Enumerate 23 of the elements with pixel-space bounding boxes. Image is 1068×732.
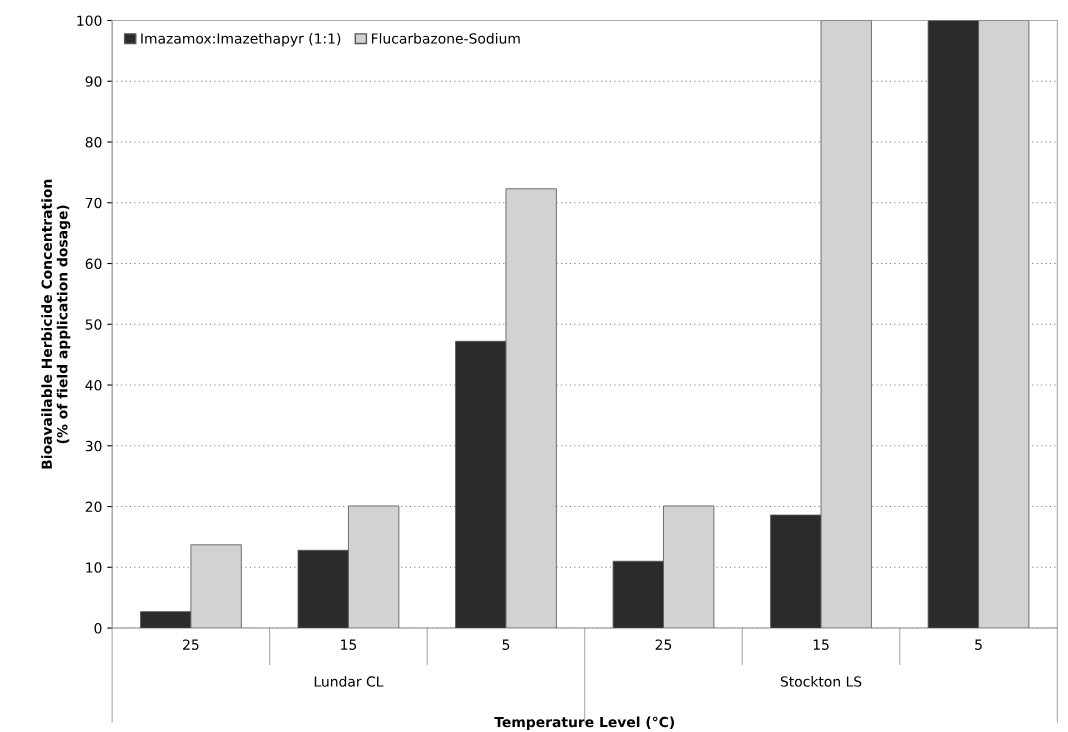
y-tick-label: 90 xyxy=(85,76,102,87)
y-tick-label: 0 xyxy=(94,623,102,634)
x-tick-label: 5 xyxy=(975,639,982,650)
y-tick-label: 80 xyxy=(85,136,102,148)
y-axis-title: Bioavailable Herbicide Concentration (% of field application dosage) xyxy=(41,179,71,469)
y-tick-label: 10 xyxy=(86,562,102,573)
x-tick-label: 5 xyxy=(502,639,510,650)
x-tick-label: 15 xyxy=(341,639,357,650)
x-tick-label: 25 xyxy=(183,639,199,650)
text: Lundar CL xyxy=(314,676,384,687)
legend-label: Imazamox:Imazethapyr (1:1) xyxy=(141,33,341,47)
x-axis-title: Temperature Level (°C) xyxy=(494,716,674,730)
y-tick-label: 100 xyxy=(77,15,102,26)
y-tick-label: 70 xyxy=(85,197,102,209)
x-tick-label: 25 xyxy=(655,639,672,650)
y-tick-label: 50 xyxy=(85,319,102,330)
legend-label: Flucarbazone-Sodium xyxy=(371,33,520,44)
y-tick-label: 20 xyxy=(85,501,102,513)
text: Stockton LS xyxy=(780,676,862,687)
y-tick-label: 60 xyxy=(85,258,102,269)
y-tick-label: 40 xyxy=(85,380,102,391)
x-tick-label: 15 xyxy=(813,639,829,650)
y-tick-label: 30 xyxy=(85,440,102,452)
